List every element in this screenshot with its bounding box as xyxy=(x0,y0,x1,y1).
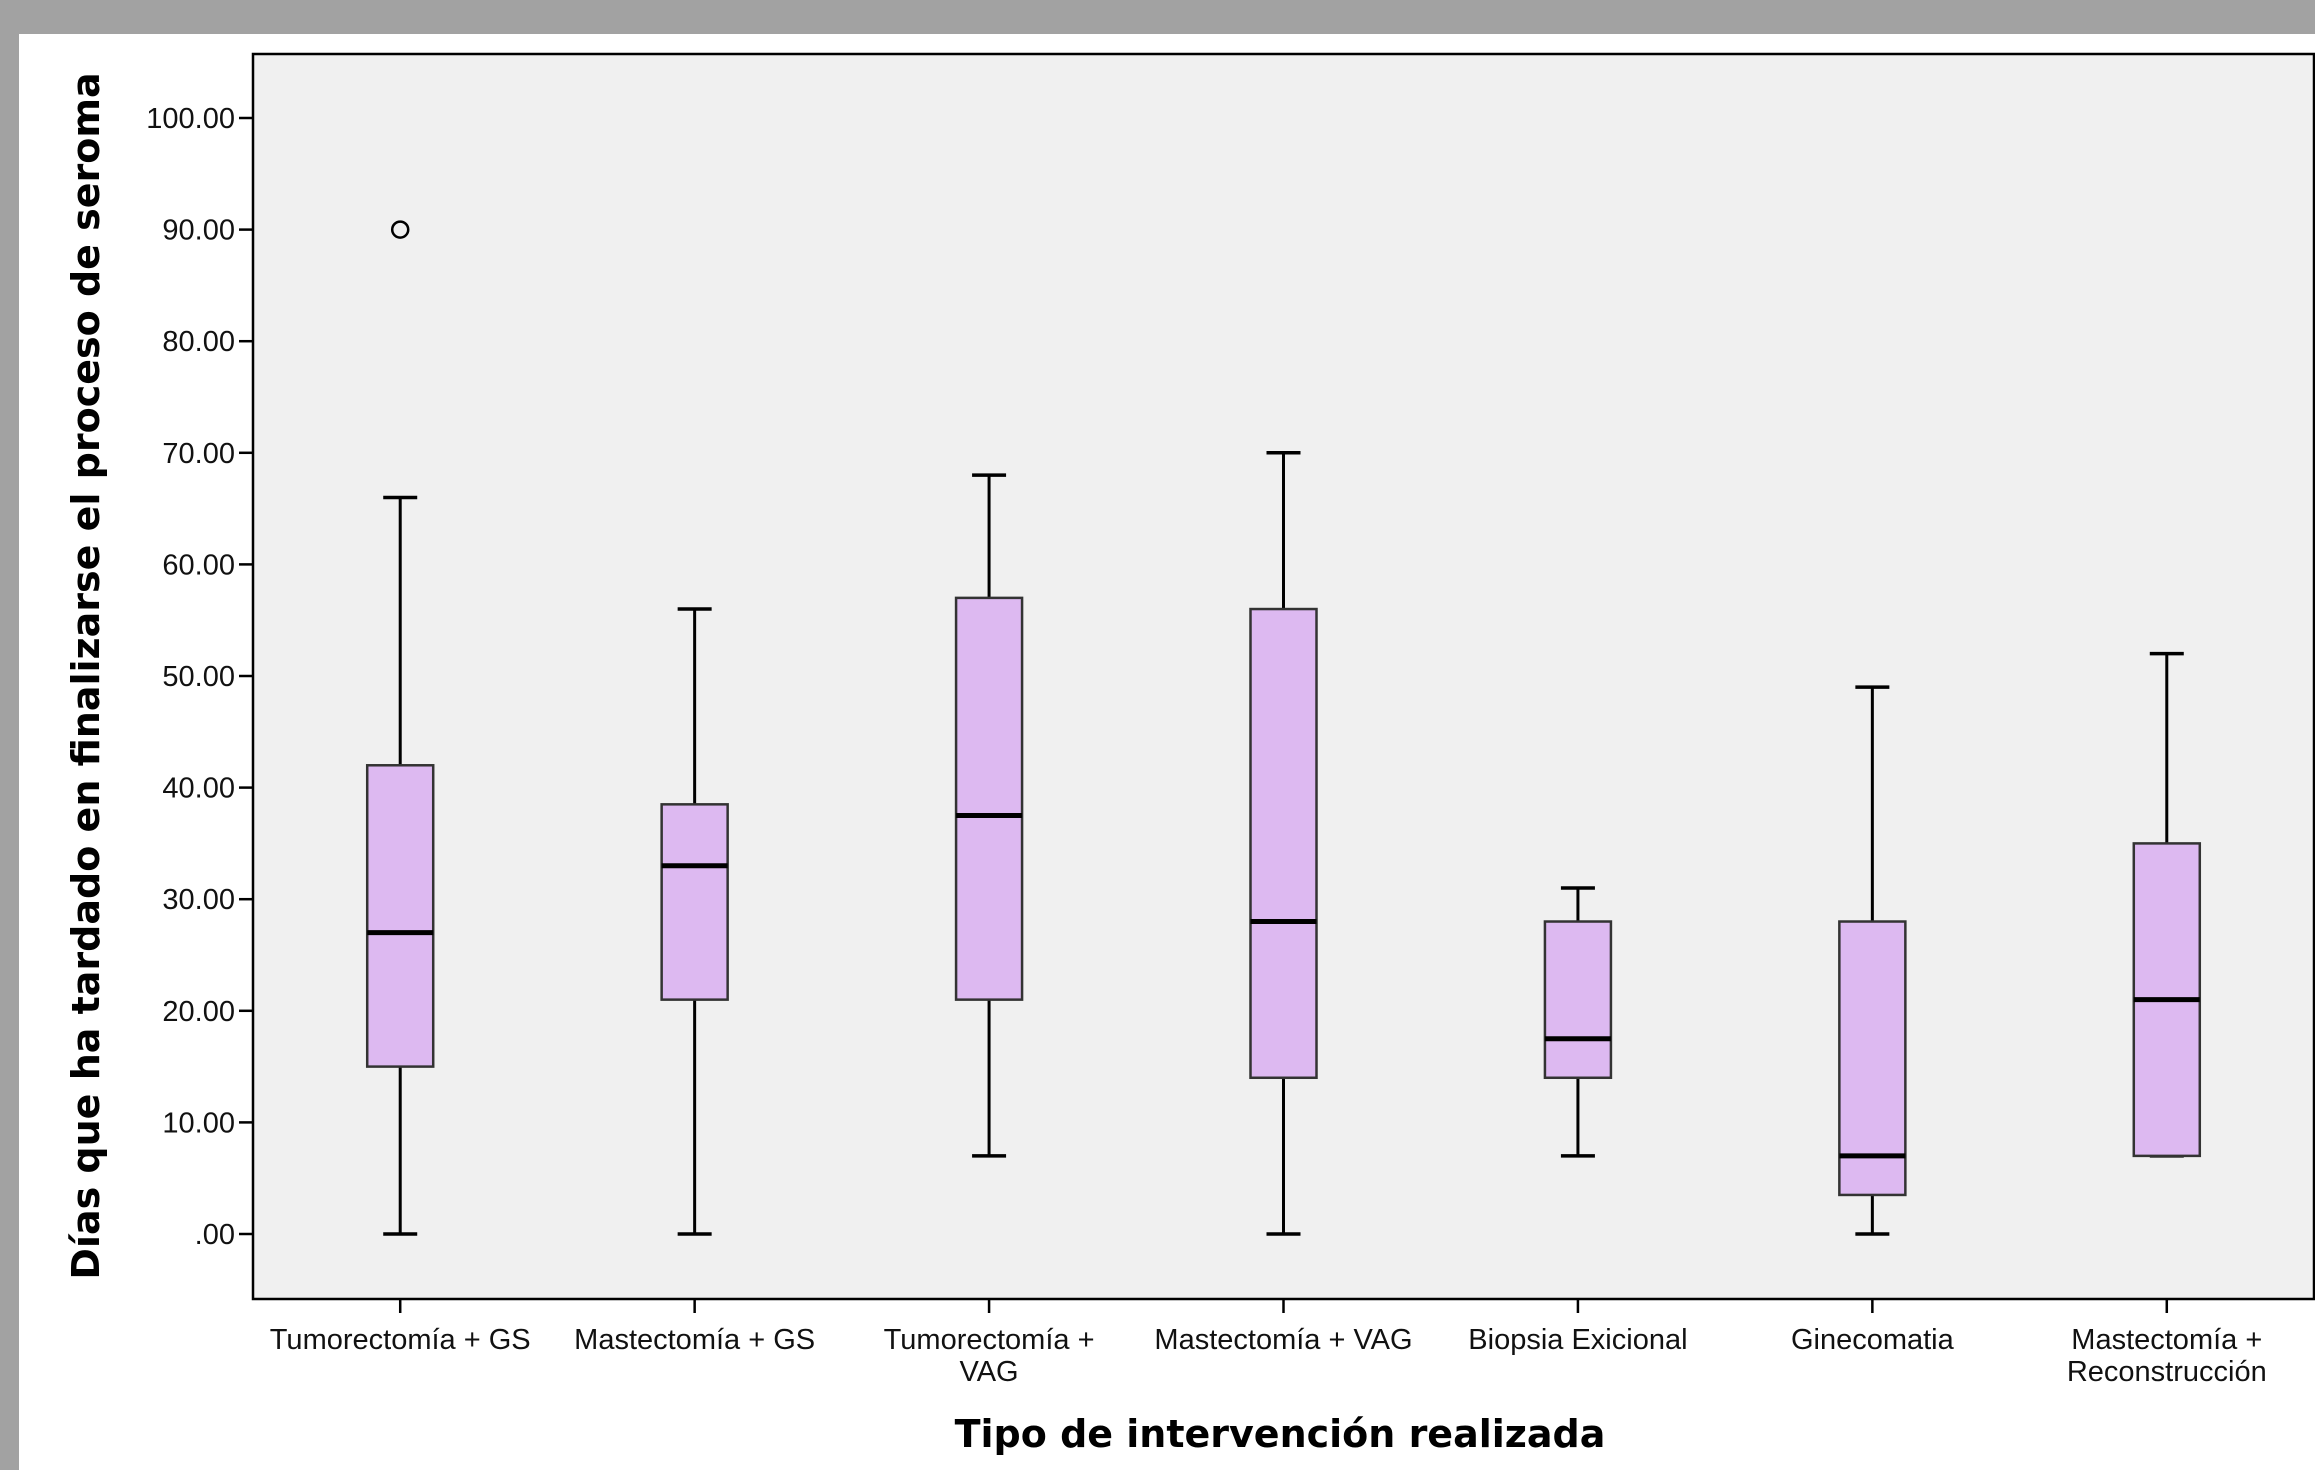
chart-canvas: .00 10.00 20.00 30.00 40.00 50.00 60.00 70.00 80… xyxy=(19,34,2315,1470)
y-tick-label: 40.00 xyxy=(162,773,235,805)
x-axis: Tumorectomía + GS Mastectomía + GS Tumorec… xyxy=(270,1299,2267,1388)
box-2 xyxy=(660,607,729,1236)
x-tick-label: Tumorectomía + GS xyxy=(270,1324,531,1356)
iqr-box xyxy=(1249,607,1318,1080)
y-tick-label: 100.00 xyxy=(146,103,235,135)
x-tick-label-line: Ginecomatia xyxy=(1791,1324,1955,1356)
y-tick-label: 60.00 xyxy=(162,549,235,581)
x-tick-label-line: Tumorectomía + xyxy=(884,1324,1095,1356)
outlier-point xyxy=(390,220,410,239)
box-5 xyxy=(1543,886,1613,1158)
x-tick-label: Tumorectomía + VAG xyxy=(884,1324,1095,1388)
y-tick-label: 90.00 xyxy=(162,215,235,247)
y-tick-label: 70.00 xyxy=(162,438,235,470)
x-tick-label-line: Mastectomía + VAG xyxy=(1154,1324,1412,1356)
iqr-box xyxy=(660,803,729,1001)
x-tick-label: Mastectomía + GS xyxy=(574,1324,815,1356)
boxes-group xyxy=(365,220,2202,1236)
x-tick-label-line: Tumorectomía + GS xyxy=(270,1324,531,1356)
x-axis-title: Tipo de intervención realizada xyxy=(955,1412,1606,1456)
x-tick-label: Ginecomatia xyxy=(1791,1324,1955,1356)
iqr-box xyxy=(954,596,1024,1001)
x-tick-label: Mastectomía + Reconstrucción xyxy=(2067,1324,2267,1388)
iqr-box xyxy=(365,764,435,1068)
y-tick-label: 10.00 xyxy=(162,1107,235,1139)
y-tick-label: 20.00 xyxy=(162,996,235,1028)
x-tick-label-line: VAG xyxy=(960,1356,1019,1388)
x-tick-label-line: Reconstrucción xyxy=(2067,1356,2267,1388)
x-tick-label-line: Mastectomía + GS xyxy=(574,1324,815,1356)
box-6 xyxy=(1838,685,1907,1236)
y-tick-label: .00 xyxy=(195,1219,235,1251)
y-tick-label: 50.00 xyxy=(162,661,235,693)
iqr-box xyxy=(1838,920,1907,1197)
x-tick-label: Mastectomía + VAG xyxy=(1154,1324,1412,1356)
x-tick-label-line: Biopsia Exicional xyxy=(1468,1324,1687,1356)
box-plot-chart: .00 10.00 20.00 30.00 40.00 50.00 60.00 70.00 80… xyxy=(64,52,2315,1456)
y-axis: .00 10.00 20.00 30.00 40.00 50.00 60.00 70.00 80… xyxy=(146,103,253,1251)
box-1 xyxy=(365,220,435,1236)
x-tick-label: Biopsia Exicional xyxy=(1468,1324,1687,1356)
iqr-box xyxy=(1543,920,1613,1080)
x-tick-label-line: Mastectomía + xyxy=(2071,1324,2262,1356)
y-axis-title: Días que ha tardado en finalizarse el pr… xyxy=(64,72,108,1279)
box-7 xyxy=(2132,651,2202,1158)
y-tick-label: 80.00 xyxy=(162,326,235,358)
y-tick-label: 30.00 xyxy=(162,884,235,916)
box-3 xyxy=(954,473,1024,1158)
box-4 xyxy=(1249,451,1318,1236)
